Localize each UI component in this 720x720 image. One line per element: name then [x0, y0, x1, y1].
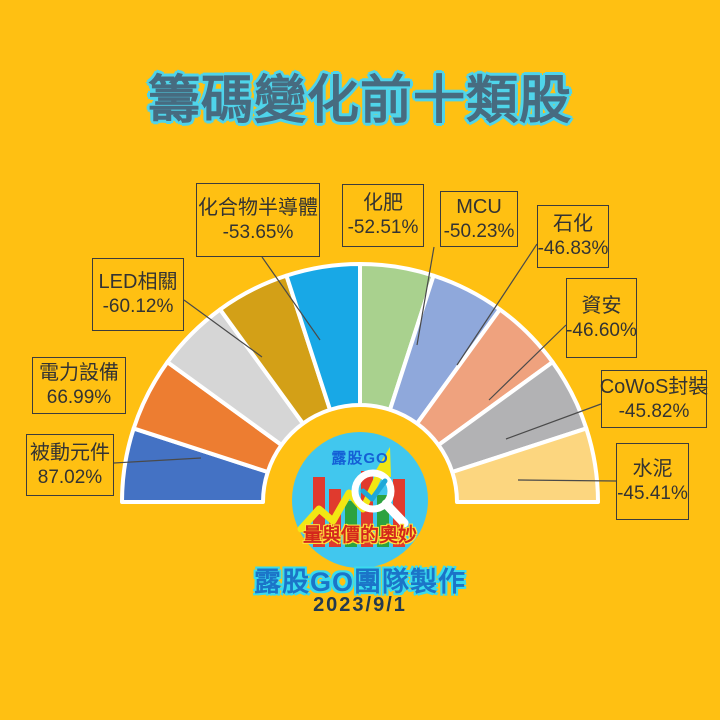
callout-petrochemical: 石化 -46.83% — [537, 205, 609, 268]
fan-wedge-9 — [450, 426, 600, 504]
callout-label: MCU — [456, 195, 502, 218]
logo-graphic — [292, 432, 428, 568]
leader-line-cybersecurity — [488, 324, 567, 401]
logo: 露股GO 量與價的奧妙 — [287, 427, 433, 573]
callout-passive-components: 被動元件 87.02% — [26, 434, 114, 496]
credit-text: 露股GO團隊製作 — [253, 567, 466, 597]
callout-value: 66.99% — [46, 387, 112, 409]
callout-label: LED相關 — [98, 271, 178, 294]
date-text: 2023/9/1 — [313, 594, 407, 616]
leader-line-cowos-packaging — [505, 403, 602, 440]
callout-cement: 水泥 -45.41% — [616, 443, 689, 520]
leader-line-cement — [517, 479, 617, 482]
callout-label: 電力設備 — [39, 362, 119, 385]
callout-label: 石化 — [553, 213, 593, 236]
callout-label: 化肥 — [363, 192, 403, 215]
magnifier-icon — [351, 469, 409, 528]
leader-line-led-related — [183, 299, 263, 358]
leader-line-petrochemical — [456, 243, 538, 366]
callout-label: 被動元件 — [30, 441, 110, 464]
fan-wedges — [120, 262, 600, 504]
callout-mcu: MCU -50.23% — [440, 191, 518, 247]
callout-value: -60.12% — [102, 296, 174, 318]
logo-brand-text: 露股GO — [331, 450, 389, 467]
callout-cowos-packaging: CoWoS封裝 -45.82% — [599, 370, 709, 428]
callout-value: -53.65% — [222, 221, 294, 243]
callout-label: CoWoS封裝 — [599, 375, 709, 398]
callout-value: 87.02% — [37, 466, 103, 488]
callout-value: -45.82% — [618, 400, 690, 422]
leader-line-compound-semiconductor — [261, 256, 321, 341]
callout-label: 資安 — [581, 294, 622, 317]
leader-line-mcu — [416, 246, 435, 346]
callout-label: 化合物半導體 — [198, 196, 318, 219]
callout-label: 水泥 — [632, 458, 673, 481]
callout-value: -50.23% — [443, 220, 515, 242]
callout-value: -46.60% — [566, 319, 637, 341]
callout-compound-semiconductor: 化合物半導體 -53.65% — [196, 183, 320, 257]
logo-tagline-text: 量與價的奧妙 — [302, 525, 417, 546]
callout-led-related: LED相關 -60.12% — [92, 258, 184, 331]
callout-fertilizer: 化肥 -52.51% — [342, 184, 424, 247]
leader-line-passive-components — [113, 457, 202, 464]
trend-arrow-icon — [297, 447, 391, 533]
callout-value: -52.51% — [347, 217, 419, 239]
callout-power-equipment: 電力設備 66.99% — [32, 357, 126, 414]
callout-value: -45.41% — [617, 483, 688, 505]
callout-cybersecurity: 資安 -46.60% — [566, 278, 637, 358]
leader-lines — [113, 243, 617, 482]
page-title: 籌碼變化前十類股 — [147, 72, 572, 130]
callout-value: -46.83% — [537, 238, 609, 260]
